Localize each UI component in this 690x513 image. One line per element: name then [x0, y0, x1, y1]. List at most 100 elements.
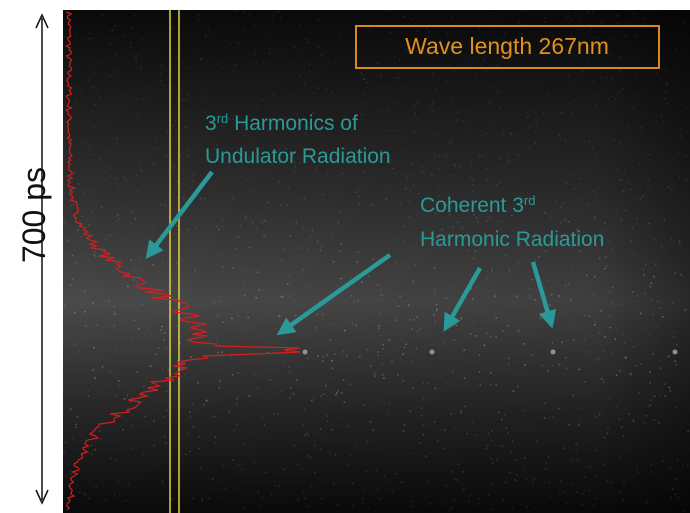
speckle — [381, 299, 383, 301]
speckle — [674, 273, 676, 275]
speckle — [321, 498, 323, 500]
speckle — [357, 251, 359, 253]
speckle — [351, 295, 353, 297]
speckle — [367, 441, 369, 443]
speckle — [259, 289, 261, 291]
speckle — [573, 339, 575, 341]
speckle — [382, 374, 384, 376]
speckle — [492, 430, 494, 432]
speckle — [504, 414, 506, 416]
speckle — [386, 199, 388, 201]
speckle — [130, 41, 132, 43]
speckle — [418, 118, 420, 120]
speckle — [463, 110, 465, 112]
speckle — [478, 503, 480, 505]
speckle — [156, 148, 158, 150]
speckle — [486, 448, 488, 450]
speckle — [534, 259, 536, 261]
speckle — [314, 472, 316, 474]
speckle — [615, 305, 617, 307]
speckle — [636, 295, 638, 297]
speckle — [414, 112, 416, 114]
speckle — [641, 127, 643, 129]
speckle — [72, 438, 74, 440]
speckle — [616, 15, 618, 17]
speckle — [307, 358, 309, 360]
speckle — [140, 69, 142, 71]
speckle — [404, 226, 406, 228]
speckle — [262, 417, 264, 419]
speckle — [437, 377, 439, 379]
speckle — [434, 322, 436, 324]
speckle — [216, 339, 218, 341]
speckle — [509, 270, 511, 272]
speckle — [88, 38, 90, 40]
speckle — [281, 390, 283, 392]
speckle — [117, 137, 119, 139]
speckle — [499, 182, 501, 184]
speckle — [633, 420, 635, 422]
speckle — [265, 472, 267, 474]
speckle — [659, 394, 661, 396]
speckle — [126, 239, 128, 241]
speckle — [384, 475, 386, 477]
speckle — [575, 86, 577, 88]
speckle — [95, 251, 97, 253]
speckle — [155, 353, 157, 355]
speckle — [202, 498, 204, 500]
speckle — [122, 429, 124, 431]
speckle — [648, 405, 650, 407]
speckle — [660, 307, 662, 309]
speckle — [404, 241, 406, 243]
speckle — [108, 301, 110, 303]
speckle — [374, 373, 376, 375]
speckle — [529, 295, 531, 297]
speckle — [619, 56, 621, 58]
speckle — [153, 163, 155, 165]
speckle — [119, 188, 121, 190]
speckle — [631, 139, 633, 141]
speckle — [174, 167, 176, 169]
speckle — [327, 421, 329, 423]
speckle — [287, 284, 289, 286]
speckle — [370, 47, 372, 49]
speckle — [322, 314, 324, 316]
speckle — [134, 269, 136, 271]
speckle — [327, 174, 329, 176]
speckle — [536, 121, 538, 123]
speckle — [113, 30, 115, 32]
speckle — [447, 383, 449, 385]
speckle — [347, 465, 349, 467]
speckle — [288, 366, 290, 368]
speckle — [503, 499, 505, 501]
speckle — [215, 416, 217, 418]
speckle — [397, 130, 399, 132]
speckle — [389, 403, 391, 405]
speckle — [307, 248, 309, 250]
speckle — [560, 480, 562, 482]
speckle — [562, 203, 564, 205]
speckle — [74, 172, 76, 174]
speckle — [186, 67, 188, 69]
speckle — [72, 278, 74, 280]
speckle — [223, 465, 225, 467]
speckle — [623, 435, 625, 437]
speckle — [63, 192, 64, 194]
speckle — [337, 504, 339, 506]
speckle — [544, 402, 546, 404]
speckle — [501, 221, 503, 223]
speckle — [350, 277, 352, 279]
speckle — [668, 186, 670, 188]
speckle — [255, 271, 257, 273]
speckle — [254, 53, 256, 55]
speckle — [398, 306, 400, 308]
speckle — [372, 204, 374, 206]
speckle — [89, 145, 91, 147]
speckle — [195, 270, 197, 272]
speckle — [375, 375, 377, 377]
speckle — [435, 289, 437, 291]
speckle — [568, 75, 570, 77]
speckle — [242, 29, 244, 31]
speckle — [671, 488, 673, 490]
speckle — [116, 142, 118, 144]
